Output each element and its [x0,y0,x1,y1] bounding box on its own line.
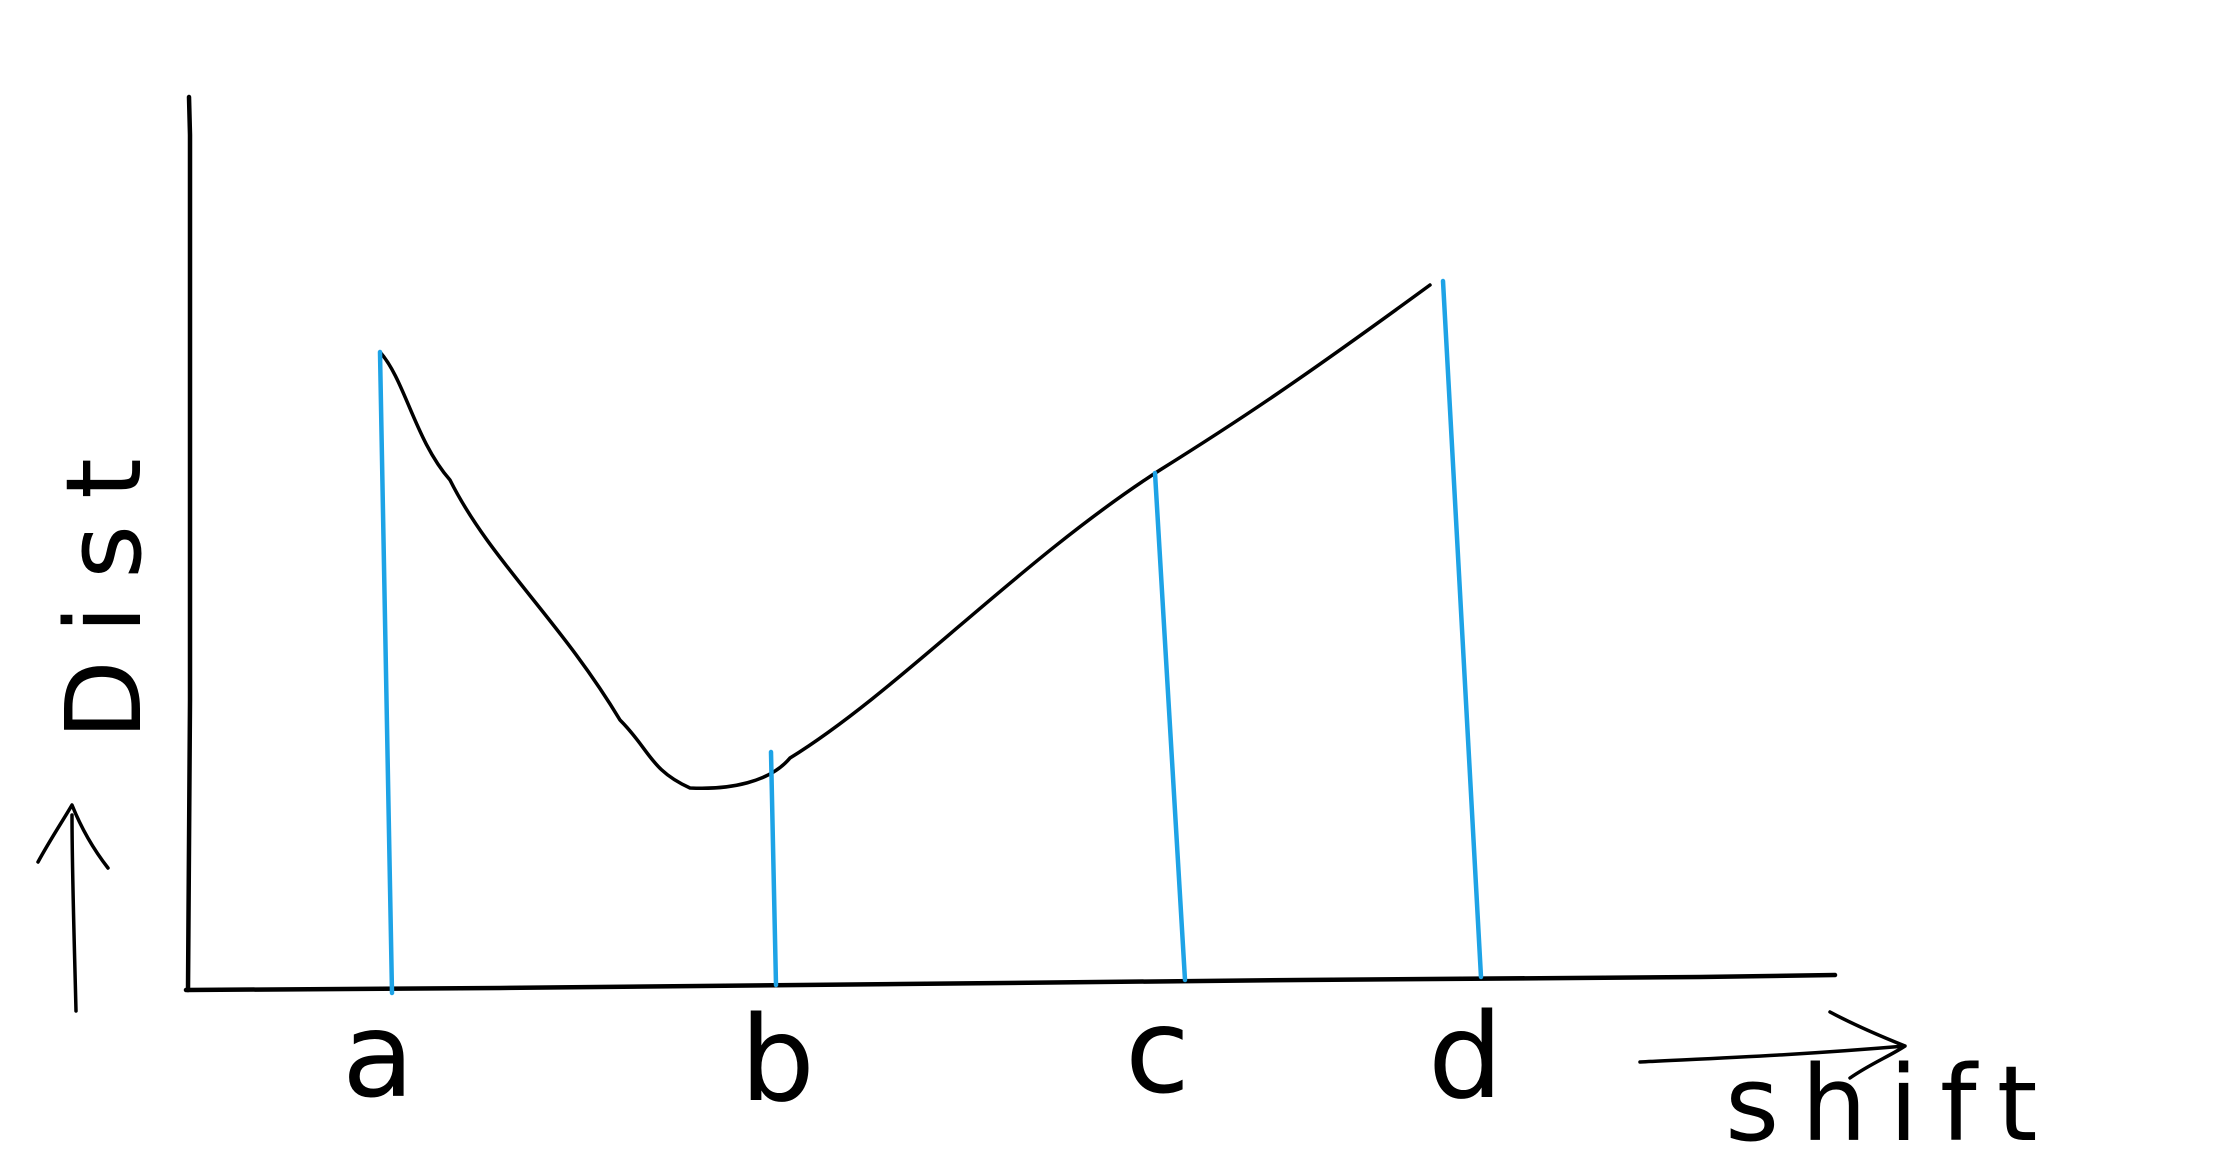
marker-label-b: b [740,990,815,1128]
marker-label-c: c [1125,982,1190,1120]
drop-line-c [1152,470,1188,983]
marker-label-a: a [342,986,414,1124]
x-axis-line [183,972,1838,993]
y-axis-arrow [36,803,110,1013]
y-axis-label: Dist [43,432,165,740]
x-axis-arrow [1638,1010,1907,1080]
distance-curve [378,283,1432,791]
drop-line-a [377,349,395,996]
marker-label-d: d [1428,987,1503,1125]
drop-line-d [1440,278,1484,980]
y-axis-line [185,94,193,993]
drop-line-b [768,749,779,988]
x-axis-label: shift [1725,1043,2060,1165]
